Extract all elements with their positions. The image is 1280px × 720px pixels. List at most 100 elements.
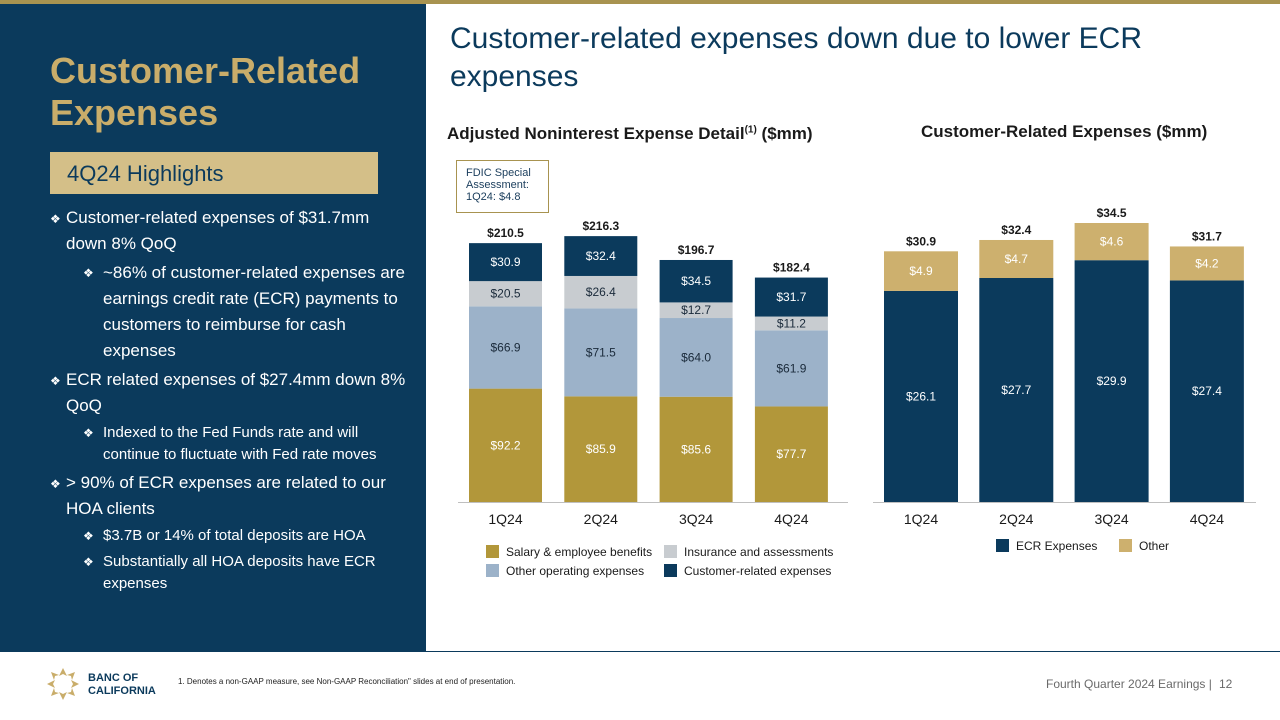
chart1-bar-segment [469, 281, 542, 307]
bank-logo-icon [47, 668, 79, 700]
chart1-bar-segment [564, 396, 638, 502]
fdic-note-box: FDIC Special Assessment: 1Q24: $4.8 [456, 160, 549, 213]
report-name: Fourth Quarter 2024 Earnings | [1046, 677, 1212, 691]
diamond-bullet-icon: ❖ [83, 426, 94, 440]
chart1-bar-segment [469, 388, 542, 502]
chart1-data-label: $66.9 [490, 340, 520, 354]
bullet-text: ECR related expenses of $27.4mm down 8% … [66, 370, 406, 415]
chart1-data-label: $64.0 [681, 350, 711, 364]
chart1-bar-segment [754, 316, 828, 331]
logo-line-2: CALIFORNIA [88, 685, 156, 697]
chart2-total-label: $32.4 [1001, 223, 1031, 237]
chart1-data-label: $26.4 [586, 285, 616, 299]
chart1-bar-segment [754, 406, 828, 502]
highlights-list: ❖ Customer-related expenses of $31.7mm do… [50, 205, 410, 599]
chart1-legend-label: Customer-related expenses [684, 564, 831, 578]
highlights-box: 4Q24 Highlights [50, 152, 378, 194]
chart1-data-label: $32.4 [586, 249, 616, 263]
chart2-bar-segment [979, 239, 1054, 278]
chart1-bar-segment [469, 243, 542, 282]
bullet-text: ~86% of customer-related expenses are ea… [103, 263, 405, 360]
diamond-bullet-icon: ❖ [83, 529, 94, 543]
chart1-legend-swatch [664, 545, 677, 558]
bullet-text: $3.7B or 14% of total deposits are HOA [103, 527, 366, 544]
chart1-bar-segment [754, 277, 828, 317]
chart1-data-label: $71.5 [586, 345, 616, 359]
chart2-total-label: $34.5 [1097, 206, 1127, 220]
chart1-data-label: $92.2 [490, 438, 520, 452]
bullet-text: Customer-related expenses of $31.7mm dow… [66, 208, 370, 253]
chart1-bar-segment [564, 275, 638, 309]
bullet-item: ❖ ECR related expenses of $27.4mm down 8%… [50, 367, 410, 419]
chart2-data-label: $4.7 [1005, 252, 1029, 266]
highlights-label: 4Q24 Highlights [67, 161, 224, 186]
chart1-legend-swatch [486, 564, 499, 577]
chart2-data-label: $26.1 [906, 389, 936, 403]
top-accent-bar [0, 0, 1280, 4]
chart1-tick-label: 2Q24 [584, 511, 618, 527]
chart2-bar-segment [1169, 246, 1244, 281]
chart2-legend-swatch [1119, 539, 1132, 552]
logo-line-1: BANC OF [88, 672, 139, 684]
chart2-tick-label: 4Q24 [1190, 511, 1224, 527]
chart2-tick-label: 2Q24 [999, 511, 1033, 527]
chart1-data-label: $11.2 [777, 316, 806, 330]
chart2-legend-swatch [996, 539, 1009, 552]
chart1-data-label: $77.7 [776, 447, 806, 461]
chart1-bar-segment [659, 302, 733, 319]
footnote: 1. Denotes a non-GAAP measure, see Non-G… [178, 677, 516, 686]
bullet-item: ❖ ~86% of customer-related expenses are e… [50, 260, 410, 364]
chart2-tick-label: 3Q24 [1094, 511, 1128, 527]
chart1-legend-swatch [486, 545, 499, 558]
chart2-tick-label: 1Q24 [904, 511, 938, 527]
chart1-title-unit: ($mm) [756, 124, 813, 143]
chart1-data-label: $31.7 [776, 290, 806, 304]
chart1-bar-segment [754, 330, 828, 407]
chart1-bar-segment [469, 306, 542, 389]
chart1-data-label: $20.5 [490, 287, 520, 301]
chart2-legend-label: Other [1139, 539, 1169, 553]
diamond-bullet-icon: ❖ [50, 374, 61, 388]
page-title: Customer-related expenses down due to lo… [450, 22, 1143, 93]
chart1-data-label: $30.9 [490, 255, 520, 269]
chart2-bar-segment [884, 290, 958, 502]
chart2-total-label: $31.7 [1192, 229, 1222, 243]
chart1-title: Adjusted Noninterest Expense Detail(1) (… [447, 124, 813, 144]
chart1-title-text: Adjusted Noninterest Expense Detail [447, 124, 745, 143]
chart1-tick-label: 3Q24 [679, 511, 713, 527]
chart1-bar-segment [564, 236, 638, 276]
chart1-legend-label: Insurance and assessments [684, 545, 833, 559]
chart2-legend-label: ECR Expenses [1016, 539, 1097, 553]
chart1-data-label: $34.5 [681, 274, 711, 288]
chart1-legend-label: Salary & employee benefits [506, 545, 652, 559]
chart1-data-label: $61.9 [776, 361, 806, 375]
bullet-item: ❖ Substantially all HOA deposits have ECR… [50, 551, 410, 595]
chart1-data-label: $85.9 [586, 442, 616, 456]
diamond-bullet-icon: ❖ [83, 266, 94, 280]
chart1-legend-swatch [664, 564, 677, 577]
bullet-text: > 90% of ECR expenses are related to our… [66, 473, 386, 518]
chart1-bar-segment [659, 396, 733, 502]
chart2-bar-segment [1074, 223, 1149, 261]
chart1-data-label: $12.7 [681, 303, 711, 317]
chart2-total-label: $30.9 [906, 234, 936, 248]
chart2-data-label: $27.4 [1192, 384, 1222, 398]
chart1-bar-segment [564, 308, 638, 397]
chart1-data-label: $85.6 [681, 442, 711, 456]
diamond-bullet-icon: ❖ [50, 212, 61, 226]
page-number: 12 [1219, 677, 1233, 691]
bullet-item: ❖ Indexed to the Fed Funds rate and will … [50, 422, 410, 466]
bullet-text: Indexed to the Fed Funds rate and will c… [103, 424, 377, 463]
chart1-tick-label: 1Q24 [488, 511, 522, 527]
chart2-data-label: $4.6 [1100, 235, 1124, 249]
diamond-bullet-icon: ❖ [50, 477, 61, 491]
bullet-item: ❖ Customer-related expenses of $31.7mm do… [50, 205, 410, 257]
chart1-total-label: $196.7 [678, 243, 715, 257]
footer-divider [0, 651, 1280, 652]
diamond-bullet-icon: ❖ [83, 555, 94, 569]
chart1-title-footnote: (1) [744, 124, 757, 136]
left-panel [0, 4, 426, 651]
chart2-data-label: $4.2 [1195, 256, 1219, 270]
bullet-item: ❖ $3.7B or 14% of total deposits are HOA [50, 525, 410, 547]
